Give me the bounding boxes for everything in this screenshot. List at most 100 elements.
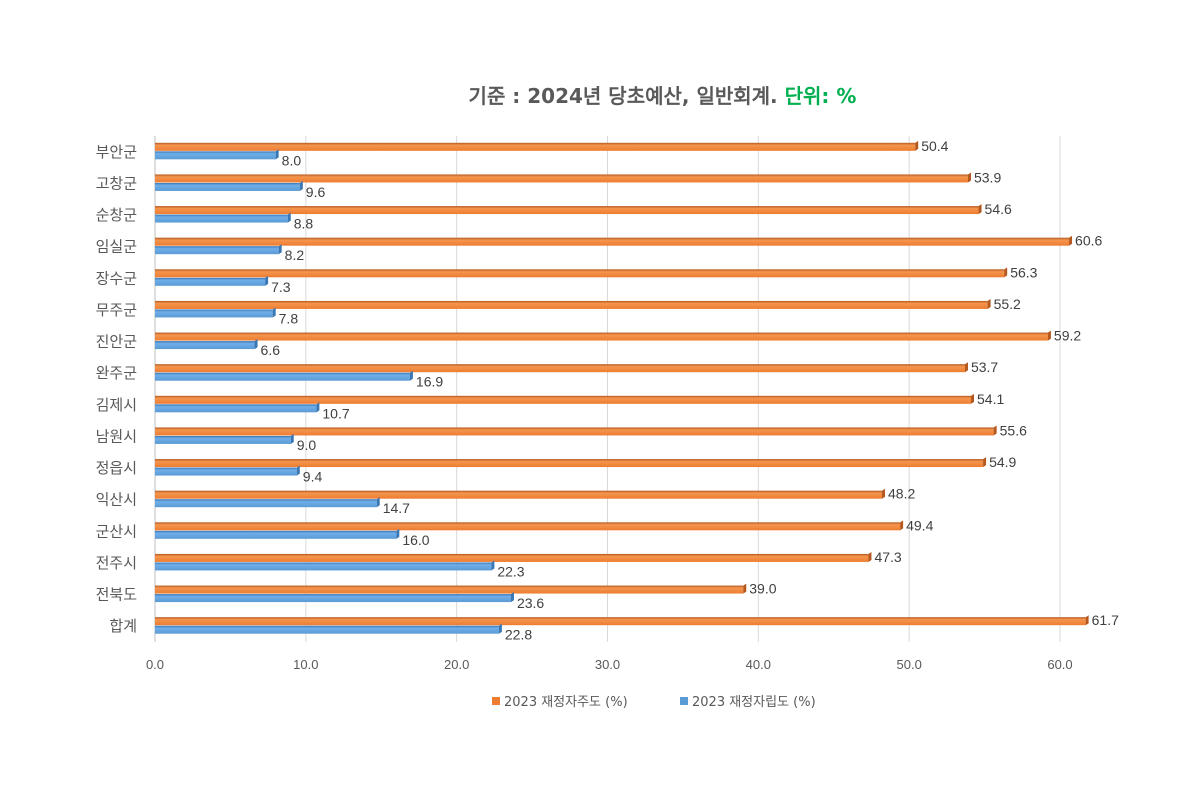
bar-jarip [155, 277, 266, 286]
data-label: 7.8 [279, 310, 299, 326]
bar-jaju [155, 617, 1086, 626]
bar-end-cap [299, 180, 303, 191]
data-label: 22.3 [497, 563, 524, 579]
category-label: 남원시 [96, 427, 137, 445]
x-tick-label: 40.0 [746, 657, 771, 672]
x-tick-label: 10.0 [293, 657, 318, 672]
bar-jaju [155, 553, 869, 562]
x-tick-label: 20.0 [444, 657, 469, 672]
data-label: 7.3 [271, 279, 291, 295]
bar-jaju [155, 174, 968, 183]
data-label: 22.8 [505, 627, 532, 643]
bar-jarip [155, 372, 410, 381]
data-label: 49.4 [906, 517, 933, 533]
bar-jaju [155, 395, 972, 404]
data-label: 53.9 [974, 169, 1001, 185]
bar-end-cap [409, 370, 413, 381]
bar-end-cap [396, 528, 400, 539]
chart-title: 기준 : 2024년 당초예산, 일반회계. 단위: % [0, 80, 1200, 109]
bar-end-cap [915, 140, 919, 151]
bar-end-cap [743, 583, 747, 594]
title-main: 기준 : 2024년 당초예산, 일반회계. [468, 84, 778, 108]
bar-end-cap [491, 560, 495, 571]
bar-end-cap [868, 551, 872, 562]
bar-jaju [155, 332, 1048, 341]
bar-end-cap [376, 497, 380, 508]
data-label: 39.0 [749, 581, 776, 597]
legend-label: 2023 재정자주도 (%) [504, 695, 628, 710]
bar-end-cap [882, 488, 886, 499]
data-label: 10.7 [322, 405, 349, 421]
bar-jarip [155, 467, 297, 476]
bar-end-cap [275, 149, 279, 160]
category-label: 진안군 [96, 333, 138, 351]
bar-jaju [155, 300, 988, 309]
bar-jaju [155, 427, 994, 436]
x-tick-label: 0.0 [146, 657, 164, 672]
category-label: 완주군 [96, 364, 138, 382]
bar-jaju [155, 269, 1005, 278]
category-label: 고창군 [96, 174, 138, 192]
bar-end-cap [287, 212, 291, 223]
bar-jaju [155, 490, 883, 499]
bar-jarip [155, 246, 279, 255]
category-label: 임실군 [96, 238, 138, 256]
bar-jaju [155, 585, 744, 594]
data-label: 23.6 [517, 595, 544, 611]
bar-jarip [155, 214, 288, 223]
bar-jarip [155, 341, 255, 350]
bar-end-cap [971, 393, 975, 404]
bar-end-cap [498, 623, 502, 634]
bar-end-cap [967, 172, 971, 183]
bar-end-cap [278, 244, 282, 255]
data-label: 56.3 [1010, 264, 1037, 280]
bar-jarip [155, 435, 291, 444]
bar-end-cap [983, 457, 987, 468]
data-label: 8.2 [285, 247, 305, 263]
bar-end-cap [978, 204, 982, 215]
category-label: 무주군 [96, 301, 138, 319]
x-tick-label: 30.0 [595, 657, 620, 672]
bar-end-cap [1085, 615, 1089, 626]
category-label: 부안군 [96, 143, 138, 161]
data-label: 55.6 [1000, 422, 1027, 438]
x-tick-label: 60.0 [1047, 657, 1072, 672]
data-label: 59.2 [1054, 328, 1081, 344]
bar-jarip [155, 499, 377, 508]
bar-jarip [155, 404, 317, 413]
data-label: 8.0 [282, 152, 302, 168]
bar-jarip [155, 309, 273, 318]
legend-swatch [492, 697, 500, 705]
bar-end-cap [900, 520, 904, 531]
category-label: 김제시 [96, 396, 137, 414]
data-label: 16.0 [402, 532, 429, 548]
bar-end-cap [964, 362, 968, 373]
bar-jarip [155, 530, 397, 539]
legend-swatch [680, 697, 688, 705]
bar-end-cap [296, 465, 300, 476]
bar-jarip [155, 562, 492, 571]
bar-jaju [155, 364, 965, 373]
data-label: 60.6 [1075, 233, 1102, 249]
bar-jaju [155, 522, 901, 531]
bar-end-cap [993, 425, 997, 436]
data-label: 9.4 [303, 469, 323, 485]
category-label: 순창군 [96, 206, 138, 224]
category-label: 정읍시 [96, 459, 137, 477]
bar-jarip [155, 594, 511, 603]
bar-end-cap [290, 433, 294, 444]
x-tick-label: 50.0 [897, 657, 922, 672]
data-label: 16.9 [416, 374, 443, 390]
data-label: 47.3 [874, 549, 901, 565]
category-label: 합계 [109, 617, 137, 635]
data-label: 54.1 [977, 391, 1004, 407]
bar-jarip [155, 151, 276, 160]
data-label: 14.7 [383, 500, 410, 516]
bar-jarip [155, 182, 300, 191]
data-label: 54.6 [985, 201, 1012, 217]
category-label: 전주시 [96, 554, 137, 572]
bar-end-cap [316, 402, 320, 413]
legend-label: 2023 재정자립도 (%) [692, 695, 816, 710]
title-unit: 단위: % [784, 84, 857, 108]
